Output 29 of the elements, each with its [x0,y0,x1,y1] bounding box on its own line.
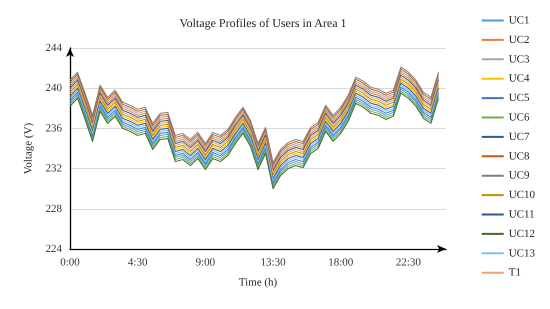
y-tick-label: 232 [46,162,62,175]
legend-label: UC2 [508,34,530,46]
legend-label: UC5 [508,92,530,104]
legend-label: UC11 [508,208,535,220]
y-axis-title: Voltage (V) [22,122,34,174]
x-tick-label: 9:00 [196,256,216,268]
y-tick-label: 244 [46,42,62,54]
legend-label: UC1 [508,14,530,26]
legend-label: UC6 [508,112,530,124]
x-tick-label: 0:00 [60,256,80,268]
legend-label: UC4 [508,72,530,85]
x-tick-label: 4:30 [128,256,148,268]
legend-label: UC8 [508,150,530,162]
legend-label: UC10 [508,189,536,202]
legend-label: UC12 [508,228,535,240]
x-tick-label: 13:30 [260,256,286,268]
legend-label: UC3 [508,53,530,66]
legend-label: UC7 [508,130,530,143]
chart-title: Voltage Profiles of Users in Area 1 [179,16,347,30]
legend-label: T1 [508,266,521,279]
y-tick-label: 228 [46,202,62,215]
y-tick-label: 224 [46,243,62,255]
x-tick-label: 18:00 [328,256,354,268]
legend-label: UC13 [508,247,536,260]
y-tick-label: 236 [46,122,62,134]
legend-label: UC9 [508,170,530,182]
y-tick-label: 240 [46,82,62,94]
x-axis-title: Time (h) [238,276,278,288]
x-tick-label: 22:30 [396,256,422,268]
